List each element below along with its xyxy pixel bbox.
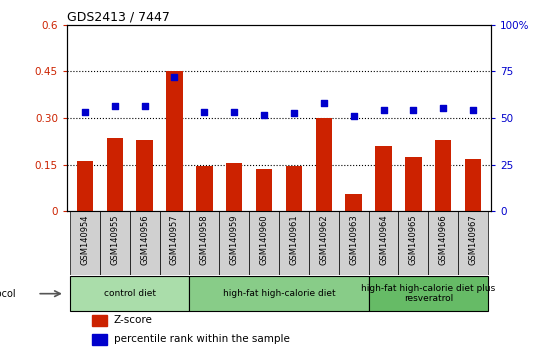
Point xyxy=(230,109,239,115)
FancyBboxPatch shape xyxy=(70,276,189,311)
Bar xyxy=(196,166,213,211)
Bar xyxy=(458,211,488,275)
FancyBboxPatch shape xyxy=(369,276,488,311)
Point xyxy=(140,103,149,109)
FancyBboxPatch shape xyxy=(189,276,369,311)
Text: GSM140955: GSM140955 xyxy=(110,214,119,265)
Point xyxy=(80,109,89,115)
Text: high-fat high-calorie diet plus
resveratrol: high-fat high-calorie diet plus resverat… xyxy=(361,284,496,303)
Text: GSM140956: GSM140956 xyxy=(140,214,149,265)
Text: GSM140958: GSM140958 xyxy=(200,214,209,265)
Bar xyxy=(226,163,242,211)
Bar xyxy=(249,211,279,275)
Text: Z-score: Z-score xyxy=(114,315,152,325)
Text: GSM140959: GSM140959 xyxy=(230,214,239,265)
Bar xyxy=(219,211,249,275)
Bar xyxy=(129,211,160,275)
Bar xyxy=(369,211,398,275)
Point xyxy=(409,107,418,113)
Point xyxy=(439,105,448,110)
Bar xyxy=(316,118,332,211)
Point xyxy=(290,110,299,116)
Text: GSM140962: GSM140962 xyxy=(319,214,328,265)
Bar xyxy=(339,211,369,275)
Text: GSM140964: GSM140964 xyxy=(379,214,388,265)
Text: GSM140957: GSM140957 xyxy=(170,214,179,265)
Text: high-fat high-calorie diet: high-fat high-calorie diet xyxy=(223,289,335,298)
Point xyxy=(200,109,209,115)
Bar xyxy=(429,211,458,275)
Bar xyxy=(93,334,107,345)
Point xyxy=(469,107,478,113)
Bar xyxy=(76,160,93,211)
Point xyxy=(259,112,268,118)
Bar xyxy=(465,159,482,211)
Bar xyxy=(189,211,219,275)
Bar xyxy=(435,140,451,211)
Bar xyxy=(136,140,153,211)
Point xyxy=(349,113,358,119)
Point xyxy=(319,100,328,106)
Bar xyxy=(166,71,182,211)
Bar xyxy=(398,211,429,275)
Bar xyxy=(160,211,189,275)
Bar xyxy=(405,157,422,211)
Text: GDS2413 / 7447: GDS2413 / 7447 xyxy=(67,11,170,24)
Text: GSM140963: GSM140963 xyxy=(349,214,358,265)
Bar xyxy=(256,169,272,211)
Bar xyxy=(309,211,339,275)
Bar xyxy=(93,315,107,326)
Text: percentile rank within the sample: percentile rank within the sample xyxy=(114,334,290,344)
Text: protocol: protocol xyxy=(0,289,16,299)
Text: GSM140965: GSM140965 xyxy=(409,214,418,265)
Text: GSM140961: GSM140961 xyxy=(290,214,299,265)
Text: GSM140966: GSM140966 xyxy=(439,214,448,265)
Bar xyxy=(279,211,309,275)
Text: GSM140960: GSM140960 xyxy=(259,214,268,265)
Bar xyxy=(100,211,129,275)
Point xyxy=(170,74,179,80)
Bar xyxy=(286,166,302,211)
Text: GSM140954: GSM140954 xyxy=(80,214,89,265)
Bar xyxy=(376,146,392,211)
Point xyxy=(379,107,388,113)
Text: control diet: control diet xyxy=(104,289,156,298)
Bar xyxy=(107,138,123,211)
Bar xyxy=(345,194,362,211)
Point xyxy=(110,103,119,109)
Bar xyxy=(70,211,100,275)
Text: GSM140967: GSM140967 xyxy=(469,214,478,265)
